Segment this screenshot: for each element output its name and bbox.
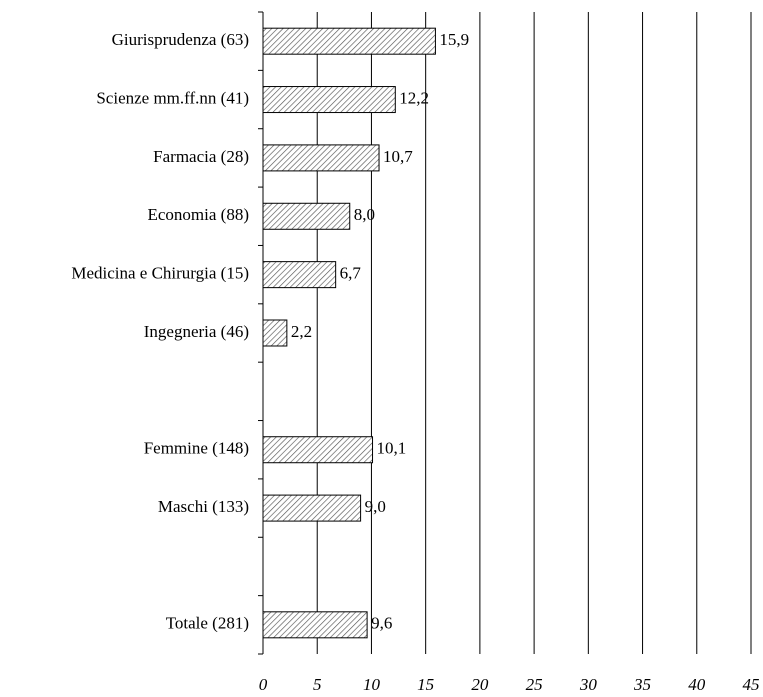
x-tick-label: 0	[259, 675, 268, 694]
data-label: 12,2	[399, 88, 429, 107]
x-tick-label: 10	[363, 675, 381, 694]
bar	[262, 261, 337, 289]
x-tick-label: 5	[313, 675, 322, 694]
bar	[262, 319, 288, 347]
data-label: 2,2	[291, 322, 312, 341]
bar	[262, 144, 380, 172]
x-tick-label: 15	[417, 675, 434, 694]
bar	[262, 494, 362, 522]
x-tick-label: 25	[526, 675, 543, 694]
y-tick-label: Scienze mm.ff.nn (41)	[96, 88, 249, 107]
data-label: 15,9	[439, 30, 469, 49]
y-tick-label: Economia (88)	[148, 205, 250, 224]
y-tick-label: Totale (281)	[166, 614, 249, 633]
bar	[262, 436, 374, 464]
data-label: 10,7	[383, 147, 413, 166]
x-tick-label: 20	[471, 675, 489, 694]
y-tick-label: Femmine (148)	[144, 439, 249, 458]
data-label: 9,0	[365, 497, 386, 516]
data-label: 8,0	[354, 205, 375, 224]
bar	[262, 27, 436, 55]
bar	[262, 202, 351, 230]
y-tick-label: Giurisprudenza (63)	[112, 30, 249, 49]
y-tick-label: Farmacia (28)	[153, 147, 249, 166]
data-label: 10,1	[377, 439, 407, 458]
y-tick-label: Ingegneria (46)	[144, 322, 249, 341]
y-tick-label: Maschi (133)	[158, 497, 249, 516]
x-tick-label: 35	[633, 675, 651, 694]
x-tick-label: 45	[743, 675, 760, 694]
bar	[262, 86, 396, 114]
bar	[262, 611, 368, 639]
data-label: 9,6	[371, 614, 392, 633]
x-tick-label: 40	[688, 675, 706, 694]
x-tick-label: 30	[579, 675, 598, 694]
data-label: 6,7	[340, 264, 362, 283]
y-tick-label: Medicina e Chirurgia (15)	[71, 264, 249, 283]
